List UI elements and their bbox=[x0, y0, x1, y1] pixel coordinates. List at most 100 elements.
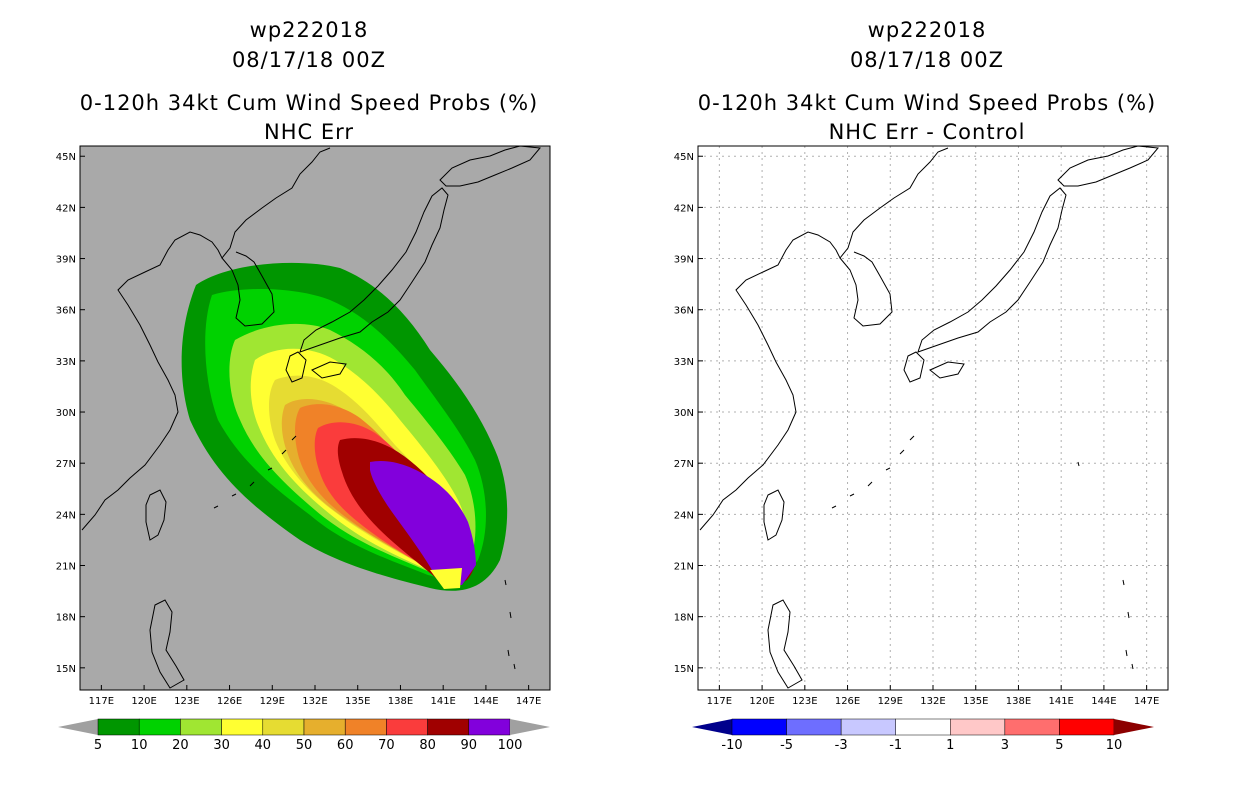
lat-label: 24N bbox=[56, 510, 76, 521]
colorbar-segment bbox=[840, 718, 896, 736]
lon-label: 117E bbox=[707, 696, 732, 707]
left-subtitle: NHC Err bbox=[263, 120, 354, 144]
colorbar-left-arrow bbox=[58, 719, 98, 735]
colorbar-label: 90 bbox=[461, 738, 478, 753]
right-ryukyu bbox=[831, 435, 915, 509]
colorbar-label: 10 bbox=[1106, 738, 1123, 753]
probability-contours bbox=[181, 262, 508, 591]
left-ryukyu bbox=[213, 435, 297, 509]
lat-label: 33N bbox=[674, 357, 694, 368]
lon-label: 117E bbox=[89, 696, 114, 707]
right-japan-honshu bbox=[917, 187, 1067, 353]
left-taiwan bbox=[145, 489, 167, 541]
lat-label: 33N bbox=[56, 357, 76, 368]
right-lon-labels: 117E 120E 123E 126E 129E 132E 135E 138E 141E 144E… bbox=[707, 685, 1159, 707]
left-japan-shikoku bbox=[311, 361, 347, 379]
colorbar-segment bbox=[180, 718, 222, 736]
colorbar-segment bbox=[221, 718, 264, 736]
lon-label: 120E bbox=[749, 696, 774, 707]
colorbar-label: 80 bbox=[419, 738, 436, 753]
colorbar-label: 5 bbox=[94, 738, 102, 753]
lon-label: 126E bbox=[835, 696, 860, 707]
lon-label: 147E bbox=[516, 696, 541, 707]
colorbar-label: 60 bbox=[337, 738, 354, 753]
left-japan-kyushu bbox=[285, 351, 307, 383]
left-product-title: 0-120h 34kt Cum Wind Speed Probs (%) bbox=[79, 91, 539, 115]
lon-label: 123E bbox=[792, 696, 817, 707]
lon-label: 132E bbox=[920, 696, 945, 707]
colorbar-label: 20 bbox=[172, 738, 189, 753]
lat-label: 45N bbox=[674, 152, 694, 163]
right-product-title: 0-120h 34kt Cum Wind Speed Probs (%) bbox=[697, 91, 1157, 115]
right-japan-hokkaido bbox=[1057, 146, 1159, 187]
lat-label: 24N bbox=[674, 510, 694, 521]
lon-label: 135E bbox=[963, 696, 988, 707]
right-lat-labels: 45N 42N 39N 36N 33N 30N 27N 24N 21N 18N 15N bbox=[674, 152, 703, 675]
right-panel: wp222018 08/17/18 00Z 0-120h 34kt Cum Wi… bbox=[618, 0, 1236, 800]
left-small-islands bbox=[504, 579, 516, 670]
right-luzon bbox=[767, 599, 803, 689]
lon-label: 141E bbox=[430, 696, 455, 707]
colorbar-segment bbox=[950, 718, 1006, 736]
colorbar-segment bbox=[786, 718, 842, 736]
left-japan-hokkaido bbox=[439, 146, 541, 187]
lat-label: 42N bbox=[56, 203, 76, 214]
colorbar-label: 5 bbox=[1055, 738, 1063, 753]
lat-label: 30N bbox=[674, 408, 694, 419]
colorbar-left-arrow bbox=[692, 719, 732, 735]
lon-label: 126E bbox=[217, 696, 242, 707]
right-datetime: 08/17/18 00Z bbox=[849, 48, 1005, 72]
colorbar-label: 1 bbox=[946, 738, 954, 753]
lon-label: 129E bbox=[260, 696, 285, 707]
colorbar-segment bbox=[1059, 718, 1115, 736]
colorbar-label: 10 bbox=[131, 738, 148, 753]
colorbar-segment bbox=[97, 718, 140, 736]
colorbar-segment bbox=[138, 718, 181, 736]
lat-label: 36N bbox=[56, 306, 76, 317]
colorbar-label: 50 bbox=[296, 738, 313, 753]
left-luzon bbox=[149, 599, 185, 689]
lat-label: 21N bbox=[674, 562, 694, 573]
right-mainland-coast bbox=[699, 147, 949, 531]
lat-label: 18N bbox=[56, 613, 76, 624]
right-map: 45N 42N 39N 36N 33N 30N 27N 24N 21N 18N 15N 117E 12… bbox=[674, 145, 1169, 753]
left-mainland-coast bbox=[81, 147, 331, 531]
colorbar-segment bbox=[344, 718, 387, 736]
lon-label: 144E bbox=[1091, 696, 1116, 707]
lat-label: 39N bbox=[674, 255, 694, 266]
colorbar-segment bbox=[468, 718, 511, 736]
right-coastlines bbox=[699, 146, 1159, 689]
left-korea-coast bbox=[221, 251, 275, 327]
left-datetime: 08/17/18 00Z bbox=[231, 48, 387, 72]
right-colorbar: -10 -5 -3 -1 1 3 5 10 bbox=[692, 718, 1154, 753]
colorbar-label: -10 bbox=[721, 738, 742, 753]
colorbar-right-arrow bbox=[510, 719, 550, 735]
lon-label: 147E bbox=[1134, 696, 1159, 707]
left-colorbar: 5 10 20 30 40 50 60 70 80 90 100 bbox=[58, 718, 550, 753]
colorbar-segment bbox=[1004, 718, 1060, 736]
right-korea-coast bbox=[839, 251, 893, 327]
left-lat-labels: 45N 42N 39N 36N 33N 30N 27N 24N 21N 18N 15N bbox=[56, 152, 85, 675]
left-japan-honshu bbox=[299, 187, 449, 353]
right-japan-shikoku bbox=[929, 361, 965, 379]
contour-90 bbox=[370, 460, 476, 585]
lat-label: 39N bbox=[56, 255, 76, 266]
lat-label: 15N bbox=[56, 664, 76, 675]
colorbar-segment bbox=[427, 718, 470, 736]
lon-label: 135E bbox=[345, 696, 370, 707]
lat-label: 42N bbox=[674, 203, 694, 214]
lon-label: 123E bbox=[174, 696, 199, 707]
colorbar-segment bbox=[895, 718, 951, 736]
colorbar-label: -1 bbox=[889, 738, 902, 753]
lon-label: 120E bbox=[131, 696, 156, 707]
lat-label: 21N bbox=[56, 562, 76, 573]
colorbar-label: -5 bbox=[780, 738, 793, 753]
lat-label: 45N bbox=[56, 152, 76, 163]
colorbar-segment bbox=[731, 718, 787, 736]
colorbar-segment bbox=[386, 718, 428, 736]
colorbar-label: 30 bbox=[213, 738, 230, 753]
colorbar-label: -3 bbox=[835, 738, 848, 753]
colorbar-label: 3 bbox=[1001, 738, 1009, 753]
right-storm-id: wp222018 bbox=[867, 18, 987, 42]
lon-label: 129E bbox=[878, 696, 903, 707]
